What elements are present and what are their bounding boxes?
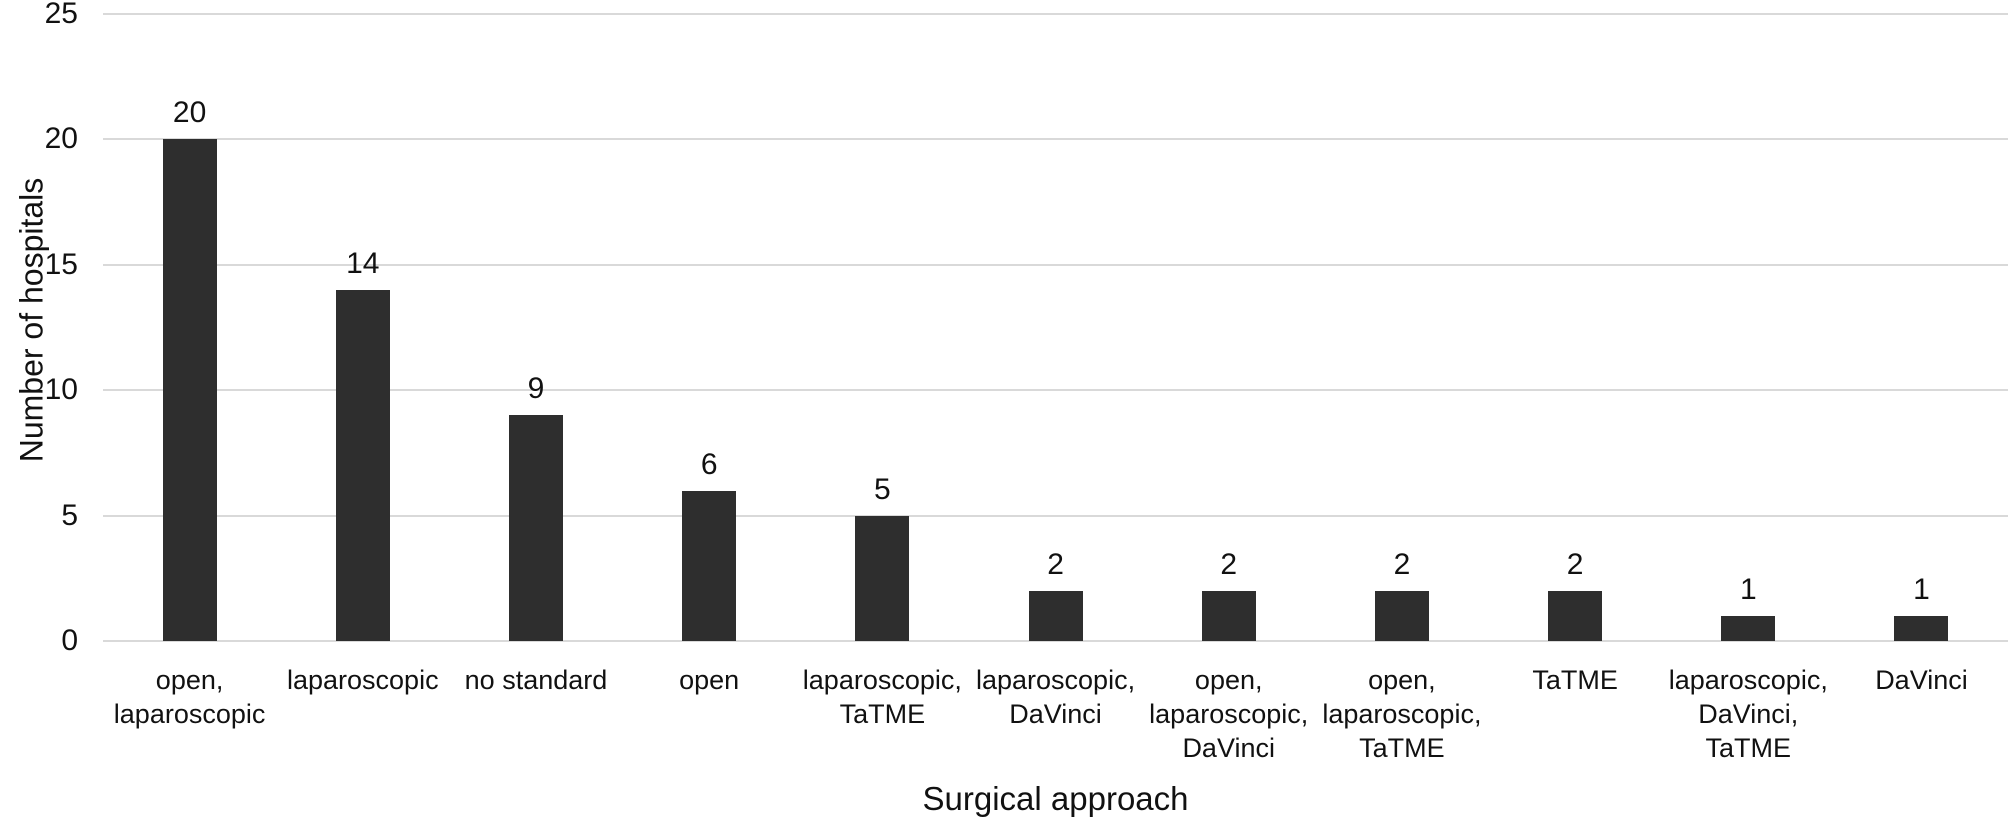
gridline [103,138,2008,141]
x-category-label: laparoscopic [286,665,439,695]
x-category-label: open, laparoscopic, TaTME [1322,665,1482,763]
bar [335,289,390,641]
bar-value-label: 2 [1566,547,1584,581]
x-axis-labels: open, laparoscopic laparoscopic no standar… [103,663,2008,765]
x-category-label: open, laparoscopic [113,665,266,729]
bar [1374,590,1429,641]
x-category-label: no standard [464,665,608,695]
x-axis-title: Surgical approach [922,780,1189,817]
bar-value-label: 5 [874,472,891,506]
y-tick-label: 15 [44,247,78,281]
bar [1721,615,1776,641]
bar-value-label: 2 [1393,547,1411,581]
bar-value-label: 14 [346,246,380,280]
bar-column: 1 [1662,572,1835,641]
y-tick-label: 25 [44,0,78,30]
y-tick-label: 5 [61,498,78,532]
plot-area: 20 14 9 6 5 2 2 2 2 1 1 [103,13,2008,642]
x-category-label: DaVinci [1875,665,1968,695]
x-category-label: TaTME [1532,665,1618,695]
bar-column: 9 [449,373,622,641]
bar-column: 2 [1489,547,1662,641]
bar-value-label: 9 [527,372,545,406]
bars-container: 20 14 9 6 5 2 2 2 2 1 1 [103,14,2008,641]
bar-column: 5 [796,472,969,641]
bar-value-label: 1 [1913,572,1930,606]
y-tick-label: 20 [44,122,78,156]
bar-column: 14 [276,246,449,641]
bar-column: 20 [103,97,276,641]
x-category-label: open, laparoscopic, DaVinci [1149,665,1309,763]
bar [1548,590,1603,641]
gridline [103,640,2008,642]
bar-column: 1 [1835,572,2008,641]
bar-column: 6 [623,447,796,641]
bar [682,490,737,641]
bar-column: 2 [969,547,1142,641]
gridline [103,389,2008,392]
bar-column: 2 [1142,547,1315,641]
bar-value-label: 6 [700,447,718,481]
bar [855,515,910,641]
bar [508,415,563,641]
y-tick-label: 10 [44,373,78,407]
gridline [103,263,2008,266]
bar [162,139,217,641]
bar-value-label: 1 [1739,572,1757,606]
x-category-label: open [679,665,740,695]
bar [1028,590,1083,641]
gridline [103,514,2008,517]
bar-value-label: 20 [172,96,207,130]
x-category-label: laparoscopic, TaTME [802,665,962,729]
x-category-label: laparoscopic, DaVinci, TaTME [1668,665,1828,763]
x-category-label: laparoscopic, DaVinci [975,665,1136,729]
bar [1894,615,1949,641]
bar-value-label: 2 [1220,547,1238,581]
bar [1201,590,1256,641]
gridline [103,13,2008,15]
y-tick-label: 0 [61,624,78,657]
bar-value-label: 2 [1047,547,1064,581]
bar-column: 2 [1315,547,1488,641]
